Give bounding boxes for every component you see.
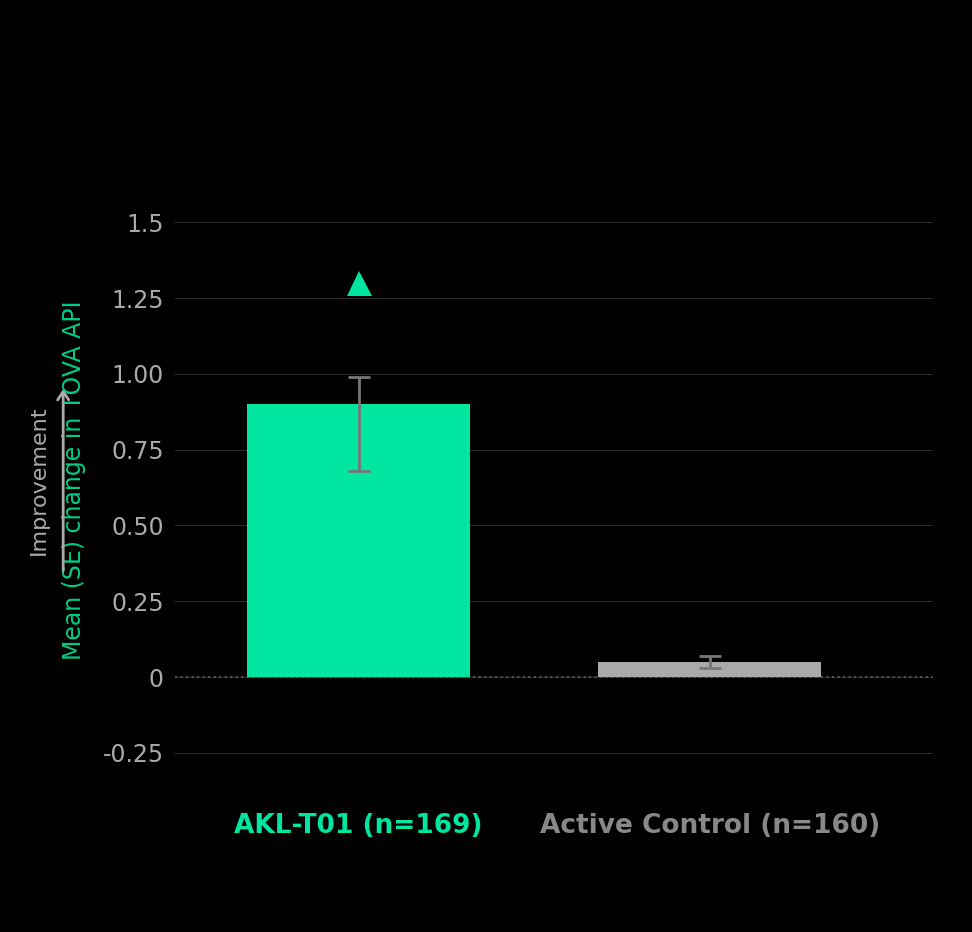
Text: Improvement: Improvement: [29, 405, 49, 555]
Y-axis label: Mean (SE) change in TOVA API: Mean (SE) change in TOVA API: [62, 300, 87, 660]
Bar: [598, 662, 821, 677]
Bar: [247, 404, 470, 677]
